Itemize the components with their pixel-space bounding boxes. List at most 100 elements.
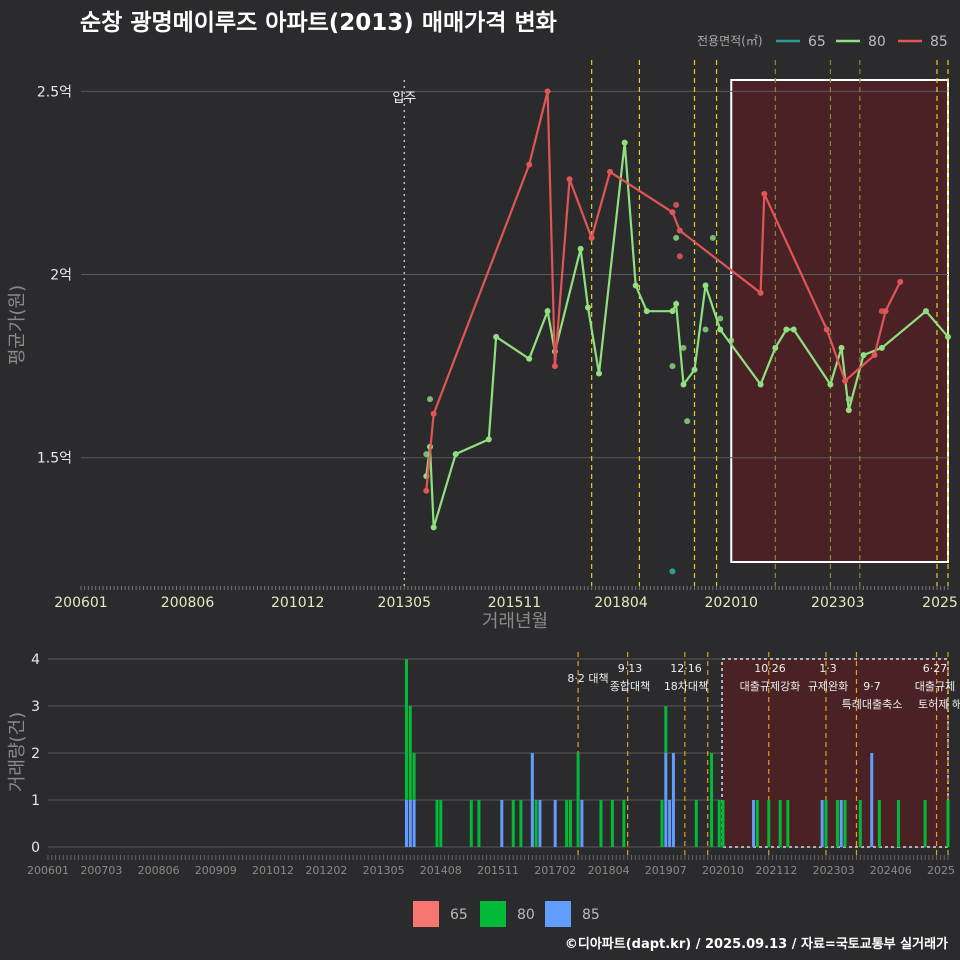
policy-label: 10·26 <box>754 662 786 675</box>
bar-x-tick-label: 202010 <box>702 864 744 877</box>
bar-80 <box>660 800 664 847</box>
data-point-80 <box>621 139 628 146</box>
data-point-80 <box>717 326 724 333</box>
policy-label: 대출규제강화 <box>740 680 801 693</box>
data-point-80 <box>728 337 735 344</box>
data-point-85 <box>761 190 768 197</box>
bar-x-tick-label: 201804 <box>588 864 630 877</box>
data-point-80 <box>427 396 434 403</box>
data-point-85 <box>673 201 680 208</box>
bar-80 <box>843 800 847 847</box>
bar-x-tick-label: 2025 <box>927 864 955 877</box>
data-point-85 <box>676 227 683 234</box>
data-point-80 <box>878 344 885 351</box>
x-tick-label: 201511 <box>488 595 541 611</box>
bar-85 <box>553 800 557 847</box>
data-point-80 <box>595 370 602 377</box>
data-point-85 <box>566 176 573 183</box>
data-point-80 <box>827 381 834 388</box>
y-axis-title: 평균가(원) <box>7 285 28 365</box>
bar-80 <box>404 659 408 800</box>
bar-80 <box>824 800 828 847</box>
data-point-85 <box>676 253 683 260</box>
data-point-85 <box>871 352 878 359</box>
bar-x-tick-label: 200806 <box>138 864 180 877</box>
bar-80 <box>412 753 416 800</box>
data-point-85 <box>544 88 551 95</box>
bar-80 <box>576 753 580 847</box>
bar-85 <box>580 800 584 847</box>
policy-label: 규제완화 <box>808 680 848 693</box>
bar-x-tick-label: 201702 <box>534 864 576 877</box>
bar-80 <box>565 800 569 847</box>
data-point-80 <box>945 333 951 340</box>
data-point-80 <box>709 234 716 241</box>
bar-80 <box>786 800 790 847</box>
data-point-85 <box>607 168 614 175</box>
data-point-85 <box>430 410 437 417</box>
footer-credit: ©디아파트(dapt.kr) / 2025.09.13 / 자료=국토교통부 실… <box>565 936 948 952</box>
bar-y-tick-label: 3 <box>31 699 40 715</box>
legend-label: 80 <box>868 34 886 50</box>
chart-title: 순창 광명메이루즈 아파트(2013) 매매가격 변화 <box>80 10 557 36</box>
data-point-85 <box>526 161 533 168</box>
bar-85 <box>839 800 843 847</box>
bar-x-tick-label: 202406 <box>870 864 912 877</box>
policy-label: 1·3 <box>819 662 837 675</box>
x-tick-label: 201305 <box>378 595 431 611</box>
data-point-80 <box>673 234 680 241</box>
y-tick-label: 2억 <box>50 268 72 284</box>
bar-85 <box>538 800 542 847</box>
bar-80 <box>435 800 439 847</box>
bar-y-axis-title: 거래량(건) <box>7 712 28 792</box>
data-point-80 <box>423 451 430 458</box>
bar-legend-label: 85 <box>582 907 600 923</box>
data-point-80 <box>717 315 724 322</box>
bar-85 <box>820 800 824 847</box>
policy-label: 종합대책 <box>610 680 650 693</box>
bar-85 <box>668 800 672 847</box>
bar-85 <box>500 800 504 847</box>
bar-y-tick-label: 4 <box>31 652 40 668</box>
bar-80 <box>519 800 523 847</box>
legend-title: 전용면적(㎡) <box>697 34 763 48</box>
bar-85 <box>664 753 668 847</box>
data-point-80 <box>430 524 437 531</box>
data-point-80 <box>485 436 492 443</box>
data-point-85 <box>897 278 904 285</box>
bar-80 <box>694 800 698 847</box>
bar-80 <box>534 800 538 847</box>
bar-legend-label: 65 <box>450 907 468 923</box>
x-tick-label: 201804 <box>594 595 648 611</box>
highlight-region <box>730 79 949 563</box>
bar-80 <box>610 800 614 847</box>
data-point-80 <box>643 308 650 315</box>
bar-80 <box>767 800 771 847</box>
policy-label: 12·16 <box>670 662 702 675</box>
bar-85 <box>412 800 416 847</box>
policy-label: 9·13 <box>618 662 643 675</box>
policy-label: 6·27 <box>923 662 948 675</box>
bar-x-tick-label: 201305 <box>363 864 405 877</box>
data-point-80 <box>702 282 709 289</box>
bar-85 <box>671 753 675 847</box>
policy-label: 18차대책 <box>664 680 708 693</box>
data-point-80 <box>680 381 687 388</box>
x-tick-label: 202010 <box>705 595 758 611</box>
data-point-80 <box>673 300 680 307</box>
data-point-85 <box>823 326 830 333</box>
x-tick-label: 201012 <box>271 595 324 611</box>
data-point-80 <box>783 326 790 333</box>
bar-80 <box>877 800 881 847</box>
bar-80 <box>511 800 515 847</box>
data-point-85 <box>842 377 849 384</box>
bar-80 <box>755 800 759 847</box>
data-point-80 <box>526 355 533 362</box>
bar-80 <box>477 800 481 847</box>
bar-85 <box>404 800 408 847</box>
bar-85 <box>752 800 756 847</box>
bar-85 <box>870 753 874 847</box>
policy-label: 대출규제 <box>915 680 955 693</box>
bar-80 <box>469 800 473 847</box>
